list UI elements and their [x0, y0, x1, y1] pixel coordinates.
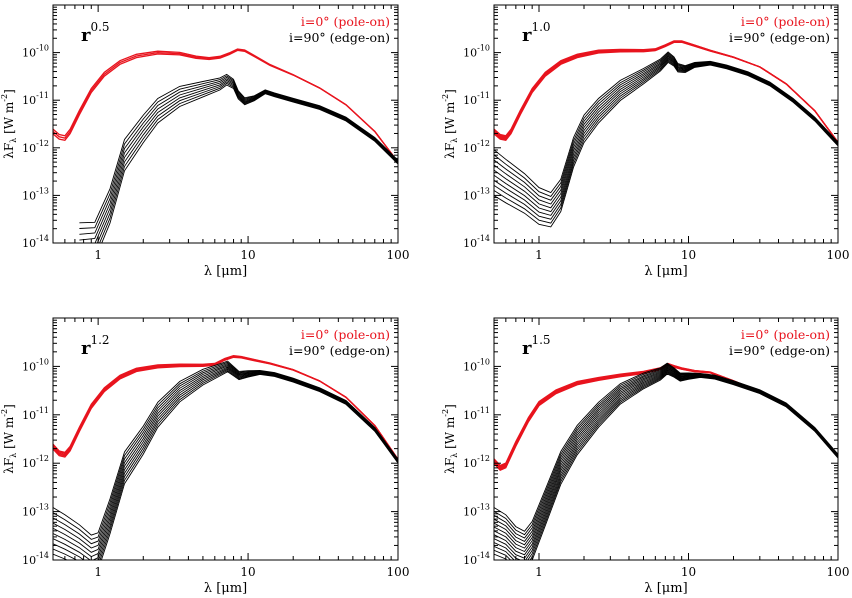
edge-on-curve	[53, 366, 398, 558]
y-tick-label: 10-11	[22, 91, 49, 107]
edge-on-curve	[79, 73, 398, 224]
y-tick-label: 10-13	[22, 503, 49, 519]
panel-1: 1 10 100 10-14 10-13 10-12 10-11 10-10 λ [μm] λFλ…	[0, 4, 410, 279]
y-axis-label: λFλ [W m-2]	[0, 89, 18, 159]
y-tick-label: 10-12	[22, 139, 49, 155]
y-tick-label: 10-12	[22, 454, 49, 470]
legend-pole-on: i=0° (pole-on)	[741, 327, 830, 342]
edge-on-curve	[53, 368, 398, 560]
pole-on-curve	[494, 364, 838, 470]
legend-edge-on: i=90° (edge-on)	[729, 30, 830, 45]
plot-frame	[52, 4, 399, 244]
x-tick-label: 100	[827, 248, 850, 262]
edge-on-curve	[53, 360, 398, 536]
edge-on-curve	[494, 58, 838, 216]
y-tick-label: 10-14	[463, 234, 490, 250]
plot-frame	[493, 317, 839, 561]
y-tick-label: 10-13	[463, 186, 490, 202]
y-tick-label: 10-12	[463, 139, 490, 155]
x-tick-label: 100	[387, 565, 410, 579]
pole-on-curve	[494, 364, 838, 471]
y-tick-label: 10-13	[22, 186, 49, 202]
pole-on-curve	[494, 362, 838, 467]
panel-label: r1.0	[522, 20, 551, 46]
curves	[53, 355, 398, 560]
pole-on-curve	[494, 363, 838, 469]
curves	[494, 362, 838, 560]
edge-on-curve	[494, 60, 838, 224]
y-tick-label: 10-10	[463, 44, 490, 60]
y-tick-label: 10-10	[22, 357, 49, 373]
y-tick-label: 10-11	[463, 406, 490, 422]
panel-label: r1.5	[522, 333, 551, 359]
panel-label: r0.5	[81, 20, 110, 46]
x-tick-label: 10	[240, 248, 255, 262]
pole-on-curve	[53, 356, 398, 460]
x-tick-label: 100	[827, 565, 850, 579]
panel-3: 1 10 100 10-14 10-13 10-12 10-11 10-10 λ [μm] λFλ…	[0, 317, 410, 596]
x-tick-label: 1	[94, 565, 102, 579]
pole-on-curve	[494, 40, 838, 143]
pole-on-curve	[494, 363, 838, 467]
y-tick-label: 10-10	[463, 357, 490, 373]
x-axis-label: λ [μm]	[644, 581, 687, 596]
edge-on-curve	[494, 54, 838, 205]
pole-on-curve	[53, 49, 398, 163]
y-tick-label: 10-11	[463, 91, 490, 107]
y-tick-label: 10-13	[463, 503, 490, 519]
pole-on-curve	[53, 48, 398, 163]
edge-on-curve	[99, 82, 398, 243]
edge-on-curve	[494, 362, 838, 532]
legend-edge-on: i=90° (edge-on)	[289, 343, 390, 358]
y-tick-label: 10-11	[22, 406, 49, 422]
edge-on-curve	[96, 81, 398, 243]
curves	[53, 48, 398, 243]
curves	[494, 40, 838, 228]
pole-on-curve	[494, 363, 838, 469]
edge-on-curve	[79, 75, 398, 229]
edge-on-curve	[53, 365, 398, 553]
x-tick-label: 10	[681, 565, 696, 579]
x-tick-label: 1	[535, 248, 543, 262]
plot-frame	[493, 4, 839, 244]
pole-on-curve	[494, 364, 838, 471]
x-axis-label: λ [μm]	[644, 264, 687, 279]
panel-2: 1 10 100 10-14 10-13 10-12 10-11 10-10 λ [μm] λFλ…	[441, 4, 850, 279]
plot-frame	[52, 317, 399, 561]
y-tick-label: 10-14	[22, 551, 49, 567]
x-axis-label: λ [μm]	[204, 581, 247, 596]
edge-on-curve	[494, 56, 838, 209]
pole-on-curve	[53, 355, 398, 460]
y-tick-label: 10-10	[22, 44, 49, 60]
edge-on-curve	[494, 51, 838, 194]
edge-on-curve	[79, 78, 398, 241]
y-tick-label: 10-14	[463, 551, 490, 567]
legend-edge-on: i=90° (edge-on)	[289, 30, 390, 45]
pole-on-curve	[494, 363, 838, 468]
panel-4: 1 10 100 10-14 10-13 10-12 10-11 10-10 λ [μm] λFλ…	[441, 317, 850, 596]
edge-on-curve	[101, 84, 398, 243]
legend-pole-on: i=0° (pole-on)	[741, 14, 830, 29]
y-tick-label: 10-14	[22, 234, 49, 250]
legend-pole-on: i=0° (pole-on)	[301, 327, 390, 342]
y-axis-label: λFλ [W m-2]	[0, 404, 18, 474]
x-tick-label: 100	[387, 248, 410, 262]
legend-pole-on: i=0° (pole-on)	[301, 14, 390, 29]
y-axis-label: λFλ [W m-2]	[441, 89, 459, 159]
edge-on-curve	[494, 57, 838, 213]
x-tick-label: 10	[681, 248, 696, 262]
x-tick-label: 1	[94, 248, 102, 262]
edge-on-curve	[79, 76, 398, 235]
y-axis-label: λFλ [W m-2]	[441, 404, 459, 474]
edge-on-curve	[494, 372, 838, 560]
legend-edge-on: i=90° (edge-on)	[729, 343, 830, 358]
x-axis-label: λ [μm]	[204, 264, 247, 279]
y-tick-label: 10-12	[463, 454, 490, 470]
panel-label: r1.2	[81, 333, 110, 359]
edge-on-curve	[94, 79, 398, 243]
x-tick-label: 1	[535, 565, 543, 579]
x-tick-label: 10	[240, 565, 255, 579]
